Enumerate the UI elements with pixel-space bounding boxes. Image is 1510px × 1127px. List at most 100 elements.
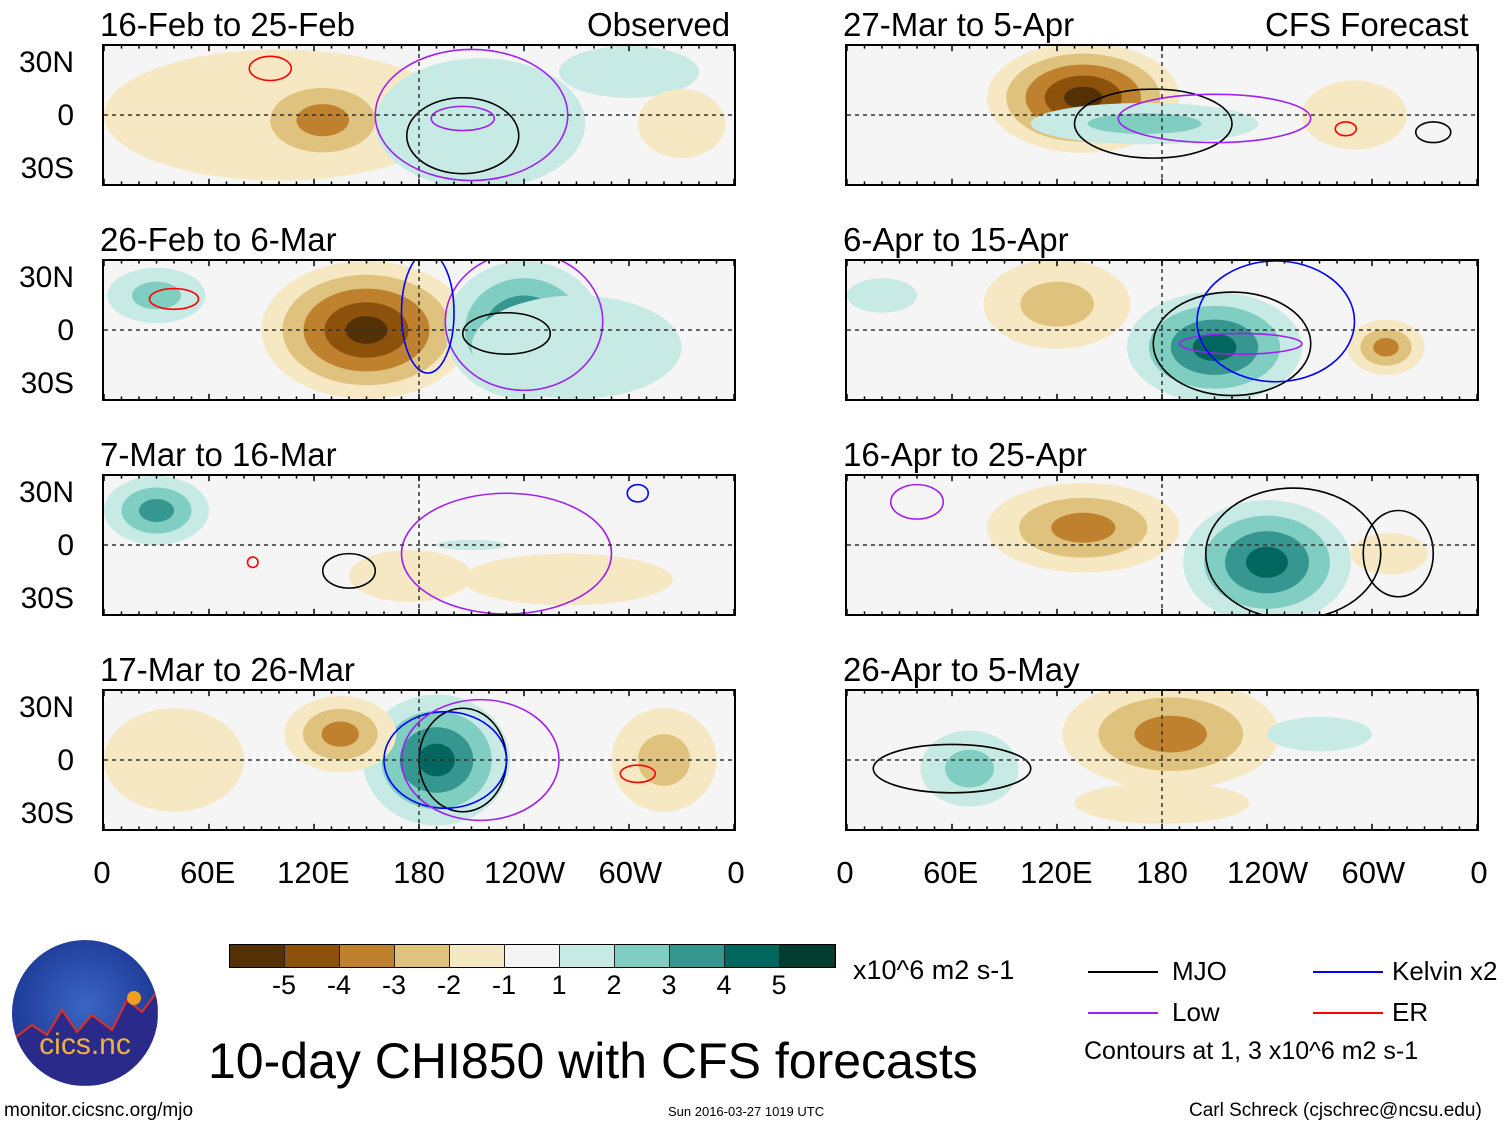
anomaly-shading <box>436 539 507 551</box>
author: Carl Schreck (cjschrec@ncsu.edu) <box>1189 1100 1482 1121</box>
colorbar-swatch <box>340 945 395 967</box>
lon-tick-label: 120E <box>1020 855 1093 890</box>
lon-tick-label: 0 <box>1470 855 1488 890</box>
colorbar-swatch <box>615 945 670 967</box>
anomaly-shading <box>375 58 586 184</box>
anomaly-shading <box>296 104 349 137</box>
anomaly-shading <box>471 295 682 399</box>
lat-tick-label: 0 <box>57 744 74 777</box>
map-svg <box>104 46 734 184</box>
observed-label: Observed <box>587 6 731 43</box>
kelvin-legend-line <box>1313 971 1383 973</box>
lat-tick-label: 30S <box>20 582 74 615</box>
mjo-legend-label: MJO <box>1172 956 1227 986</box>
anomaly-shading <box>349 550 472 602</box>
map-svg <box>847 476 1477 614</box>
lon-tick-label: 120W <box>484 855 566 890</box>
panel-title: 27-Mar to 5-Apr <box>843 6 1075 43</box>
colorbar-swatch <box>780 945 835 967</box>
lon-tick-label: 180 <box>393 855 445 890</box>
panel-title: 7-Mar to 16-Mar <box>100 436 337 473</box>
cics-logo: cics.nc <box>12 940 158 1086</box>
colorbar-swatch <box>450 945 505 967</box>
colorbar-swatch <box>560 945 615 967</box>
low-contour <box>445 261 603 390</box>
anomaly-shading <box>104 708 244 812</box>
lon-tick-label: 60W <box>598 855 663 890</box>
lat-tick-label: 30N <box>18 261 74 294</box>
map-panel <box>845 44 1479 186</box>
colorbar-label: 1 <box>551 970 567 1000</box>
er-legend-label: ER <box>1392 997 1429 1027</box>
er-contour <box>620 765 655 782</box>
map-panel <box>102 259 736 401</box>
colorbar-swatch <box>670 945 725 967</box>
map-panel <box>102 689 736 831</box>
anomaly-shading <box>1020 281 1094 327</box>
low-contour <box>431 106 494 130</box>
map-svg <box>847 261 1477 399</box>
colorbar-swatch <box>285 945 340 967</box>
low-contour <box>375 49 568 180</box>
anomaly-shading <box>637 89 726 159</box>
anomaly-shading <box>1051 512 1116 543</box>
colorbar-label: 5 <box>771 970 787 1000</box>
map-svg <box>104 476 734 614</box>
lon-tick-label: 60E <box>180 855 236 890</box>
panel-title: 26-Feb to 6-Mar <box>100 221 337 258</box>
lon-tick-label: 0 <box>93 855 111 890</box>
lon-tick-label: 0 <box>727 855 745 890</box>
map-svg <box>104 691 734 829</box>
map-panel <box>845 259 1479 401</box>
mjo-contour <box>463 313 551 354</box>
anomaly-shading <box>945 749 994 788</box>
colorbar-label: -3 <box>381 970 407 1000</box>
anomaly-shading <box>1267 716 1372 752</box>
source-url[interactable]: monitor.cicsnc.org/mjo <box>4 1100 194 1121</box>
panel-title: 26-Apr to 5-May <box>843 651 1080 688</box>
colorbar-label: -4 <box>326 970 352 1000</box>
forecast-label: CFS Forecast <box>1265 6 1469 43</box>
lat-tick-label: 30N <box>18 476 74 509</box>
lat-tick-label: 30S <box>20 152 74 185</box>
colorbar-label: 4 <box>716 970 732 1000</box>
anomaly-shading <box>418 743 455 777</box>
panel-title: 6-Apr to 15-Apr <box>843 221 1069 258</box>
lon-tick-label: 60E <box>923 855 979 890</box>
er-contour <box>1335 122 1356 136</box>
mjo-contour <box>407 98 519 174</box>
panel-title: 17-Mar to 26-Mar <box>100 651 355 688</box>
panel-title: 16-Apr to 25-Apr <box>843 436 1087 473</box>
lon-tick-label: 120E <box>277 855 350 890</box>
low-contour <box>1180 333 1303 354</box>
anomaly-shading <box>1087 113 1202 134</box>
colorbar-label: -5 <box>271 970 297 1000</box>
er-contour <box>248 557 259 567</box>
anomaly-shading <box>1373 338 1399 357</box>
lat-tick-label: 30N <box>18 691 74 724</box>
mjo-contour <box>1153 292 1311 396</box>
map-panel <box>845 689 1479 831</box>
timestamp: Sun 2016-03-27 1019 UTC <box>668 1104 825 1119</box>
anomaly-shading <box>321 721 359 747</box>
map-panel <box>102 474 736 616</box>
lon-tick-label: 120W <box>1227 855 1309 890</box>
kelvin-contour <box>402 261 455 373</box>
anomaly-shading <box>1064 86 1103 109</box>
colorbar-swatch <box>505 945 560 967</box>
anomaly-shading <box>559 46 699 98</box>
contour-note: Contours at 1, 3 x10^6 m2 s-1 <box>1084 1037 1419 1065</box>
lat-tick-label: 30N <box>18 46 74 79</box>
map-svg <box>847 691 1477 829</box>
anomaly-shading <box>1351 532 1428 575</box>
map-svg <box>104 261 734 399</box>
colorbar <box>229 944 836 968</box>
colorbar-label: 3 <box>661 970 677 1000</box>
colorbar-label: -2 <box>436 970 462 1000</box>
anomaly-shading <box>1134 715 1207 753</box>
low-contour <box>1118 94 1311 142</box>
lat-tick-label: 0 <box>57 529 74 562</box>
mjo-contour <box>873 744 1031 792</box>
anomaly-shading <box>847 278 917 313</box>
colorbar-swatch <box>395 945 450 967</box>
